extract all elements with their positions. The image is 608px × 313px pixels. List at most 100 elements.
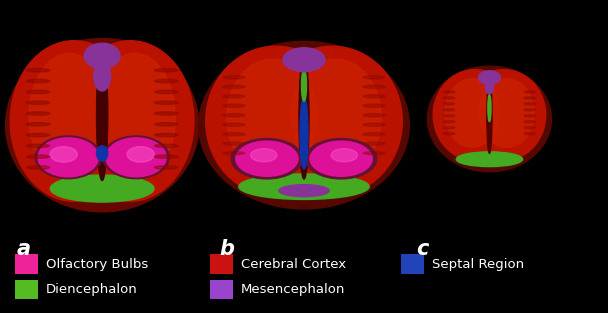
Ellipse shape bbox=[363, 114, 385, 117]
Ellipse shape bbox=[154, 69, 178, 72]
Ellipse shape bbox=[363, 133, 385, 136]
Ellipse shape bbox=[50, 175, 154, 202]
Ellipse shape bbox=[26, 69, 50, 72]
FancyBboxPatch shape bbox=[210, 280, 233, 299]
Ellipse shape bbox=[262, 46, 402, 196]
FancyBboxPatch shape bbox=[210, 254, 233, 274]
Ellipse shape bbox=[236, 141, 298, 176]
Ellipse shape bbox=[456, 152, 523, 167]
Ellipse shape bbox=[154, 144, 178, 147]
Text: c: c bbox=[416, 239, 429, 259]
Ellipse shape bbox=[223, 133, 245, 136]
Ellipse shape bbox=[29, 53, 109, 180]
Ellipse shape bbox=[524, 103, 536, 105]
Ellipse shape bbox=[363, 76, 385, 79]
Ellipse shape bbox=[443, 133, 455, 135]
Ellipse shape bbox=[103, 136, 169, 179]
Ellipse shape bbox=[363, 123, 385, 126]
Ellipse shape bbox=[487, 80, 492, 153]
Ellipse shape bbox=[95, 53, 175, 180]
Ellipse shape bbox=[524, 91, 536, 93]
Ellipse shape bbox=[443, 121, 455, 123]
Ellipse shape bbox=[363, 85, 385, 88]
Ellipse shape bbox=[26, 112, 50, 115]
Ellipse shape bbox=[331, 149, 358, 162]
Ellipse shape bbox=[97, 146, 108, 161]
Ellipse shape bbox=[291, 59, 381, 175]
Ellipse shape bbox=[363, 104, 385, 107]
Ellipse shape bbox=[223, 123, 245, 126]
Text: Mesencephalon: Mesencephalon bbox=[241, 283, 345, 296]
Ellipse shape bbox=[363, 151, 385, 155]
Ellipse shape bbox=[154, 133, 178, 137]
Ellipse shape bbox=[223, 142, 245, 145]
Ellipse shape bbox=[524, 109, 536, 111]
Ellipse shape bbox=[250, 149, 277, 162]
Ellipse shape bbox=[363, 142, 385, 145]
Ellipse shape bbox=[67, 41, 194, 201]
Ellipse shape bbox=[443, 109, 455, 111]
Ellipse shape bbox=[154, 112, 178, 115]
Ellipse shape bbox=[26, 90, 50, 94]
Ellipse shape bbox=[427, 66, 551, 172]
Ellipse shape bbox=[199, 41, 409, 209]
Ellipse shape bbox=[223, 95, 245, 98]
Ellipse shape bbox=[524, 97, 536, 99]
Ellipse shape bbox=[524, 126, 536, 129]
FancyBboxPatch shape bbox=[401, 254, 424, 274]
Ellipse shape bbox=[479, 79, 534, 147]
Ellipse shape bbox=[444, 79, 500, 147]
Ellipse shape bbox=[299, 55, 309, 179]
Ellipse shape bbox=[154, 90, 178, 94]
FancyBboxPatch shape bbox=[15, 280, 38, 299]
Ellipse shape bbox=[239, 174, 369, 199]
Ellipse shape bbox=[485, 80, 494, 94]
Ellipse shape bbox=[154, 123, 178, 126]
Ellipse shape bbox=[300, 97, 308, 169]
Ellipse shape bbox=[26, 123, 50, 126]
Ellipse shape bbox=[231, 139, 303, 179]
Ellipse shape bbox=[302, 69, 306, 101]
Text: Cerebral Cortex: Cerebral Cortex bbox=[241, 258, 346, 271]
Text: Olfactory Bulbs: Olfactory Bulbs bbox=[46, 258, 148, 271]
Ellipse shape bbox=[26, 101, 50, 104]
Ellipse shape bbox=[127, 146, 154, 162]
Ellipse shape bbox=[433, 69, 517, 161]
Ellipse shape bbox=[478, 71, 500, 85]
Ellipse shape bbox=[154, 101, 178, 104]
Ellipse shape bbox=[223, 76, 245, 79]
Ellipse shape bbox=[38, 138, 98, 177]
Ellipse shape bbox=[283, 48, 325, 72]
Ellipse shape bbox=[305, 139, 377, 179]
Ellipse shape bbox=[363, 95, 385, 98]
Ellipse shape bbox=[154, 155, 178, 158]
FancyBboxPatch shape bbox=[15, 254, 38, 274]
Ellipse shape bbox=[206, 46, 346, 196]
Ellipse shape bbox=[443, 103, 455, 105]
Ellipse shape bbox=[106, 138, 166, 177]
Text: a: a bbox=[17, 239, 31, 259]
Ellipse shape bbox=[310, 141, 372, 176]
Ellipse shape bbox=[97, 49, 108, 181]
Ellipse shape bbox=[524, 133, 536, 135]
Ellipse shape bbox=[443, 97, 455, 99]
Ellipse shape bbox=[10, 41, 137, 201]
Text: Diencephalon: Diencephalon bbox=[46, 283, 138, 296]
Ellipse shape bbox=[35, 136, 102, 179]
Ellipse shape bbox=[223, 151, 245, 155]
Ellipse shape bbox=[26, 155, 50, 158]
Ellipse shape bbox=[26, 166, 50, 169]
Text: Septal Region: Septal Region bbox=[432, 258, 525, 271]
Ellipse shape bbox=[223, 104, 245, 107]
Ellipse shape bbox=[524, 121, 536, 123]
Ellipse shape bbox=[26, 144, 50, 147]
Ellipse shape bbox=[223, 85, 245, 88]
Ellipse shape bbox=[462, 69, 546, 161]
Ellipse shape bbox=[227, 59, 317, 175]
Text: b: b bbox=[219, 239, 234, 259]
Ellipse shape bbox=[50, 146, 77, 162]
Ellipse shape bbox=[223, 114, 245, 117]
Ellipse shape bbox=[279, 185, 329, 197]
Ellipse shape bbox=[154, 166, 178, 169]
Ellipse shape bbox=[94, 61, 111, 91]
